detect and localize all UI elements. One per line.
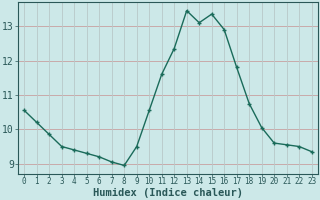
X-axis label: Humidex (Indice chaleur): Humidex (Indice chaleur) xyxy=(93,188,243,198)
